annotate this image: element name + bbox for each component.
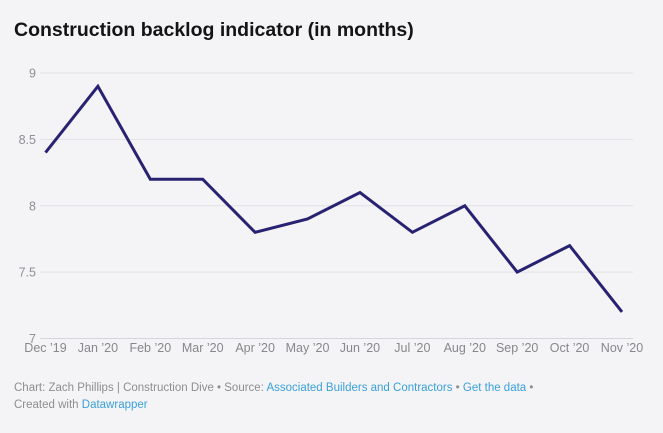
x-tick-label: Nov ’20: [601, 341, 643, 355]
footer-byline-text: Chart: Zach Phillips | Construction Dive…: [14, 382, 267, 394]
footer-line-2: Created with Datawrapper: [14, 397, 649, 414]
x-tick-label: Jul ’20: [394, 341, 430, 355]
x-tick-label: Jun ’20: [340, 341, 380, 355]
y-tick-label: 8.5: [19, 133, 36, 147]
chart-footer: Chart: Zach Phillips | Construction Dive…: [14, 380, 649, 414]
datawrapper-link[interactable]: Datawrapper: [81, 399, 148, 411]
x-tick-label: Feb ’20: [129, 341, 171, 355]
y-tick-label: 9: [29, 67, 36, 81]
x-tick-label: Sep ’20: [496, 341, 538, 355]
x-tick-label: Jan ’20: [78, 341, 118, 355]
footer-line-1: Chart: Zach Phillips | Construction Dive…: [14, 380, 649, 397]
footer-separator: •: [452, 382, 463, 394]
get-the-data-link[interactable]: Get the data: [462, 382, 527, 394]
x-tick-label: Dec ’19: [24, 341, 66, 355]
series-line: [44, 83, 624, 313]
x-tick-label: May ’20: [286, 341, 330, 355]
y-tick-label: 7.5: [19, 266, 36, 280]
x-tick-label: Aug ’20: [444, 341, 486, 355]
source-link[interactable]: Associated Builders and Contractors: [266, 382, 453, 394]
chart-title: Construction backlog indicator (in month…: [14, 19, 414, 41]
y-tick-label: 8: [29, 199, 36, 213]
y-tick-label: 7: [29, 332, 36, 346]
x-tick-label: Oct ’20: [550, 341, 590, 355]
footer-separator: •: [526, 382, 534, 394]
x-tick-label: Apr ’20: [235, 341, 275, 355]
x-tick-label: Mar ’20: [182, 341, 224, 355]
created-with-text: Created with: [14, 399, 82, 411]
